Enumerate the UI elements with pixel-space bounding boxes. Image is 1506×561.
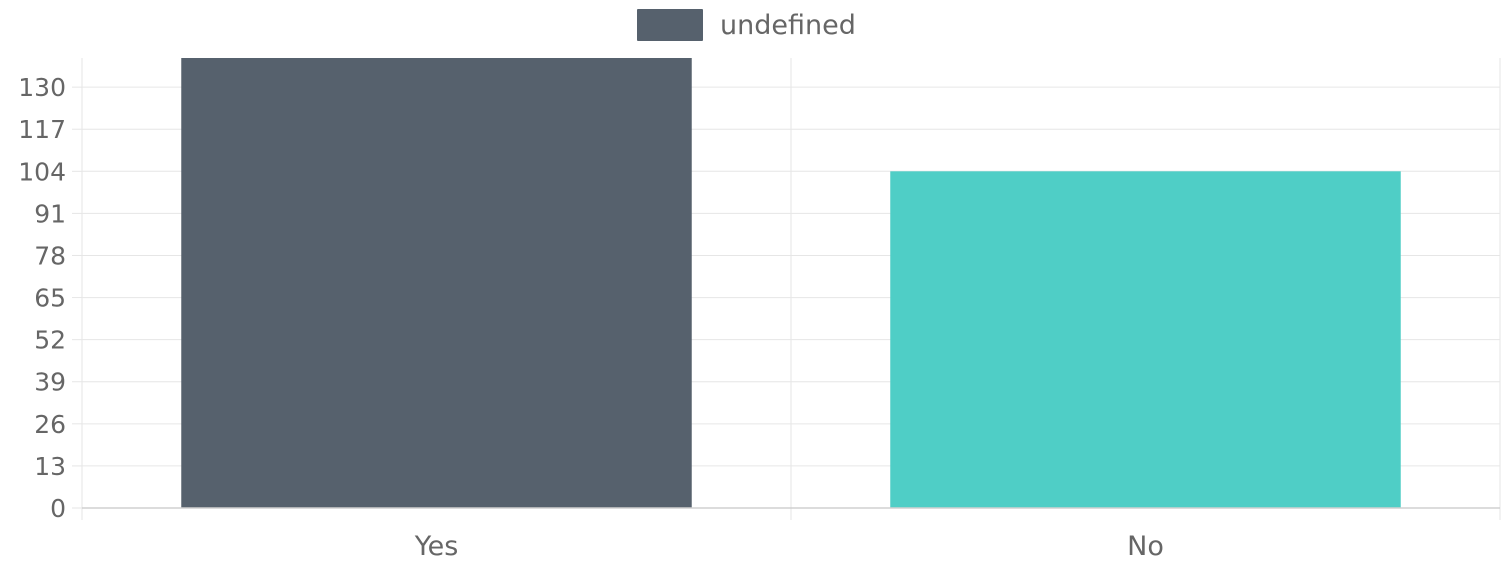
legend-swatch <box>637 9 703 41</box>
x-tick-label: No <box>1127 531 1164 561</box>
y-tick-label: 0 <box>50 494 66 523</box>
y-tick-label: 104 <box>18 157 66 186</box>
y-tick-label: 91 <box>34 199 66 228</box>
bar-no[interactable] <box>890 171 1401 508</box>
y-tick-label: 26 <box>34 410 66 439</box>
y-tick-label: 13 <box>34 452 66 481</box>
y-tick-label: 78 <box>34 241 66 270</box>
y-tick-label: 39 <box>34 368 66 397</box>
bars <box>181 58 1401 508</box>
x-axis: Yes No <box>82 507 1500 561</box>
y-tick-label: 130 <box>18 73 66 102</box>
legend-label: undefined <box>720 10 856 41</box>
x-tick-label: Yes <box>414 531 459 561</box>
legend[interactable]: undefined <box>637 9 856 41</box>
bar-yes[interactable] <box>181 58 692 508</box>
y-tick-label: 52 <box>34 326 66 355</box>
y-tick-label: 117 <box>18 115 66 144</box>
y-tick-label: 65 <box>34 284 66 313</box>
y-axis: 0 13 26 39 52 65 78 91 104 117 130 <box>18 73 82 523</box>
